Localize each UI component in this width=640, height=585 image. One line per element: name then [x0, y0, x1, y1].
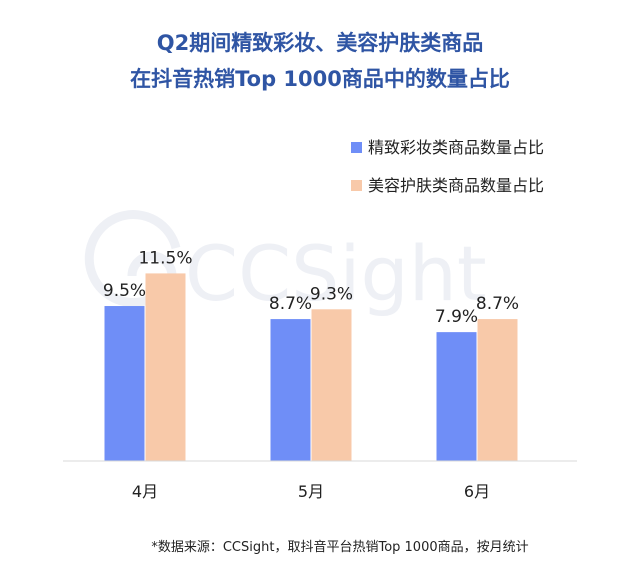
bar-series1-2 — [270, 319, 311, 461]
chart-title-line2: 在抖音热销Top 1000商品中的数量占比 — [130, 67, 510, 91]
bar-series1-3 — [436, 332, 477, 461]
chart-title-line1: Q2期间精致彩妆、美容护肤类商品 — [157, 31, 483, 55]
source-note: *数据来源：CCSight，取抖音平台热销Top 1000商品，按月统计 — [151, 539, 528, 555]
bar-series1-1 — [104, 306, 145, 461]
x-tick-label-1: 4月 — [132, 482, 158, 501]
x-axis-ticks: 4月 5月 6月 — [132, 482, 490, 501]
data-label-series2-2: 9.3% — [310, 284, 353, 304]
data-label-series2-1: 11.5% — [138, 248, 192, 268]
x-tick-label-2: 5月 — [298, 482, 324, 501]
data-label-series1-2: 8.7% — [269, 294, 312, 314]
legend-swatch-series2 — [351, 180, 362, 191]
data-label-series2-3: 8.7% — [476, 294, 519, 314]
bars — [104, 273, 518, 461]
x-tick-label-3: 6月 — [464, 482, 490, 501]
bar-series2-1 — [145, 273, 186, 461]
watermark: CCSight — [84, 210, 487, 318]
legend: 精致彩妆类商品数量占比 美容护肤类商品数量占比 — [351, 138, 544, 195]
bar-series2-3 — [477, 319, 518, 461]
data-label-series1-1: 9.5% — [103, 281, 146, 301]
data-label-series1-3: 7.9% — [435, 307, 478, 327]
legend-label-series2: 美容护肤类商品数量占比 — [368, 176, 544, 195]
data-labels: 9.5%11.5%8.7%9.3%7.9%8.7% — [103, 248, 519, 327]
legend-label-series1: 精致彩妆类商品数量占比 — [368, 138, 544, 157]
legend-swatch-series1 — [351, 142, 362, 153]
watermark-text: CCSight — [185, 229, 487, 318]
bar-series2-2 — [311, 309, 352, 461]
